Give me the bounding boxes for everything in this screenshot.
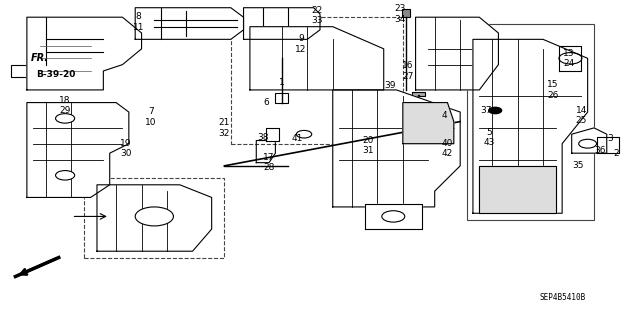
Polygon shape <box>135 8 244 39</box>
Text: 17
28: 17 28 <box>263 153 275 172</box>
Text: 16
27: 16 27 <box>402 61 413 81</box>
Text: 36: 36 <box>595 145 606 154</box>
Text: 15
26: 15 26 <box>547 80 558 100</box>
Polygon shape <box>266 128 278 141</box>
Bar <box>199 12 228 30</box>
Polygon shape <box>559 46 581 71</box>
Text: 1: 1 <box>279 78 285 86</box>
Text: 6: 6 <box>263 98 269 107</box>
Text: 35: 35 <box>572 161 584 170</box>
Circle shape <box>489 107 502 114</box>
Polygon shape <box>250 27 384 90</box>
Circle shape <box>56 171 75 180</box>
Text: 19
30: 19 30 <box>120 139 131 158</box>
Text: 9
12: 9 12 <box>295 34 307 54</box>
Text: FR.: FR. <box>31 53 49 63</box>
Bar <box>401 9 410 17</box>
Text: 18
29: 18 29 <box>60 96 71 115</box>
Text: 13
24: 13 24 <box>563 48 574 68</box>
Text: 22
33: 22 33 <box>311 6 323 25</box>
Text: SEP4B5410B: SEP4B5410B <box>539 293 585 301</box>
Text: 8
11: 8 11 <box>132 12 144 32</box>
Polygon shape <box>473 39 588 213</box>
Text: 23
34: 23 34 <box>394 4 405 24</box>
Bar <box>412 92 425 96</box>
Text: 37: 37 <box>480 106 492 115</box>
Text: 14
25: 14 25 <box>575 106 587 125</box>
Text: B-39-20: B-39-20 <box>36 70 76 78</box>
Text: 40
42: 40 42 <box>442 139 453 158</box>
Bar <box>84 178 225 257</box>
Polygon shape <box>97 185 212 251</box>
Polygon shape <box>597 137 620 153</box>
Bar <box>275 93 288 103</box>
Polygon shape <box>365 204 422 229</box>
Text: 4: 4 <box>442 111 447 120</box>
Bar <box>467 24 594 219</box>
Bar <box>11 65 27 77</box>
Text: 21
32: 21 32 <box>219 118 230 137</box>
Text: 5
43: 5 43 <box>483 128 495 147</box>
Polygon shape <box>403 103 454 144</box>
Circle shape <box>135 207 173 226</box>
Text: 2: 2 <box>614 149 619 158</box>
Text: 3: 3 <box>607 134 613 144</box>
Polygon shape <box>27 17 141 90</box>
Bar <box>414 118 423 123</box>
Text: 7
10: 7 10 <box>145 107 157 127</box>
Polygon shape <box>479 166 556 213</box>
Text: 41: 41 <box>292 134 303 144</box>
Circle shape <box>56 114 75 123</box>
Polygon shape <box>27 103 129 197</box>
Polygon shape <box>333 90 460 207</box>
Text: 20
31: 20 31 <box>362 136 374 155</box>
Bar <box>231 17 403 144</box>
Polygon shape <box>244 8 320 39</box>
Text: 39: 39 <box>385 81 396 90</box>
Text: 38: 38 <box>257 133 268 142</box>
Polygon shape <box>415 17 499 90</box>
Polygon shape <box>572 128 607 153</box>
